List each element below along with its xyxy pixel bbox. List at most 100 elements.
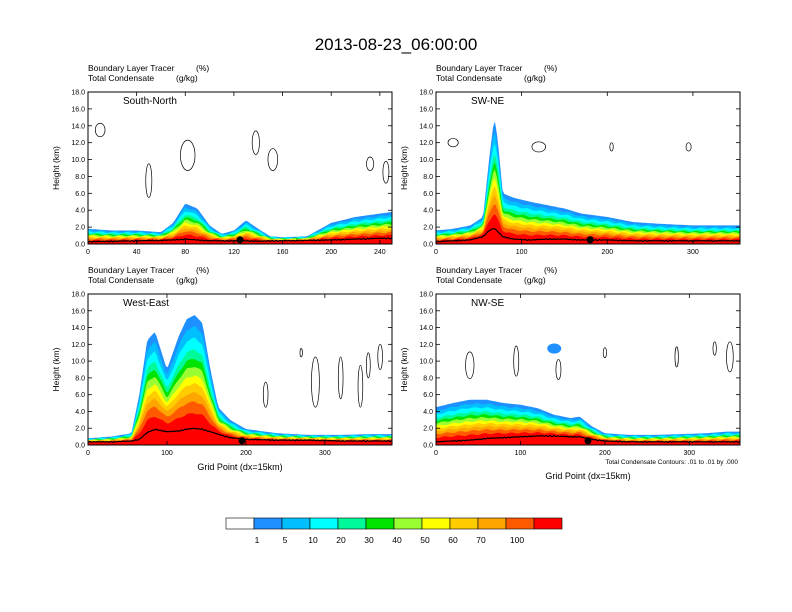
panel-west-east: Boundary Layer Tracer (%) Total Condensate… xyxy=(51,265,393,472)
plot-background xyxy=(88,92,392,244)
condensate-contour-6 xyxy=(382,160,390,184)
y-tick-label: 4.0 xyxy=(423,409,433,416)
condensate-contour-4 xyxy=(674,346,679,368)
colorbar-swatch-4 xyxy=(337,517,367,530)
panel-header-tracer-unit: (%) xyxy=(196,63,209,73)
x-tick-label: 80 xyxy=(181,249,189,256)
colorbar-swatch-2 xyxy=(281,517,311,530)
y-tick-label: 14.0 xyxy=(71,325,85,332)
y-tick-label: 10.0 xyxy=(71,157,85,164)
y-axis-label: Height (km) xyxy=(399,146,409,190)
panel-header-condensate-unit: (g/kg) xyxy=(176,73,198,83)
y-tick-label: 0.0 xyxy=(75,242,85,249)
colorbar-label: 40 xyxy=(392,535,402,545)
y-tick-label: 12.0 xyxy=(71,342,85,349)
condensate-contour-5 xyxy=(366,156,375,171)
y-tick-label: 8.0 xyxy=(75,174,85,181)
condensate-contour-3 xyxy=(337,356,344,400)
condensate-contour-0 xyxy=(465,351,475,380)
colorbar-label: 5 xyxy=(283,535,288,545)
y-tick-label: 6.0 xyxy=(423,392,433,399)
panel-nw-se: Boundary Layer Tracer (%) Total Condensate… xyxy=(399,265,741,481)
panel-name: NW-SE xyxy=(471,298,504,309)
x-tick-label: 100 xyxy=(515,450,527,457)
y-tick-label: 8.0 xyxy=(423,174,433,181)
colorbar-swatch-1 xyxy=(253,517,283,530)
colorbar-swatch-10 xyxy=(505,517,535,530)
y-tick-label: 12.0 xyxy=(419,342,433,349)
y-tick-label: 18.0 xyxy=(71,292,85,299)
panel-header-tracer: Boundary Layer Tracer xyxy=(436,265,523,275)
condensate-contour-0 xyxy=(94,122,106,138)
x-tick-label: 200 xyxy=(599,450,611,457)
y-tick-label: 2.0 xyxy=(75,225,85,232)
x-axis-label: Grid Point (dx=15km) xyxy=(545,471,630,481)
colorbar-swatch-7 xyxy=(421,517,451,530)
colorbar-swatch-8 xyxy=(449,517,479,530)
y-tick-label: 0.0 xyxy=(423,242,433,249)
x-tick-label: 160 xyxy=(277,249,289,256)
plot-frame xyxy=(435,91,741,245)
plot-background xyxy=(88,294,392,445)
y-tick-label: 2.0 xyxy=(423,225,433,232)
plot-frame xyxy=(87,91,393,245)
plot-area xyxy=(88,294,392,445)
panel-header-tracer: Boundary Layer Tracer xyxy=(436,63,523,73)
figure-title: 2013-08-23_06:00:00 xyxy=(315,35,478,54)
condensate-contour-0 xyxy=(447,138,459,148)
colorbar-label: 1 xyxy=(255,535,260,545)
condensate-contour-3 xyxy=(602,347,607,359)
y-tick-label: 2.0 xyxy=(75,426,85,433)
colorbar-label: 50 xyxy=(420,535,430,545)
condensate-contour-2 xyxy=(145,163,153,198)
x-tick-label: 100 xyxy=(161,450,173,457)
y-tick-label: 8.0 xyxy=(423,375,433,382)
panel-header-condensate: Total Condensate xyxy=(436,275,502,285)
condensate-contour-6 xyxy=(377,343,383,370)
y-tick-label: 18.0 xyxy=(419,292,433,299)
y-tick-label: 10.0 xyxy=(419,157,433,164)
colorbar-label: 20 xyxy=(336,535,346,545)
y-tick-label: 6.0 xyxy=(75,392,85,399)
y-tick-label: 10.0 xyxy=(419,359,433,366)
colorbar: 1 5 10 20 30 40 50 60 70 100 xyxy=(225,517,563,545)
contour-note: Total Condensate Contours: .01 to .01 by… xyxy=(605,459,738,466)
y-tick-label: 10.0 xyxy=(71,359,85,366)
location-marker xyxy=(584,437,592,445)
x-tick-label: 120 xyxy=(228,249,240,256)
x-tick-label: 0 xyxy=(434,249,438,256)
panel-header-tracer-unit: (%) xyxy=(544,265,557,275)
y-tick-label: 12.0 xyxy=(419,140,433,147)
colorbar-swatch-9 xyxy=(477,517,507,530)
y-tick-label: 14.0 xyxy=(419,123,433,130)
condensate-contour-1 xyxy=(531,141,546,153)
panel-sw-ne: Boundary Layer Tracer (%) Total Condensate… xyxy=(399,63,741,256)
condensate-contour-3 xyxy=(251,130,260,155)
panel-header-tracer: Boundary Layer Tracer xyxy=(88,63,175,73)
condensate-contour-1 xyxy=(299,348,303,358)
x-tick-label: 40 xyxy=(133,249,141,256)
condensate-contour-2 xyxy=(609,142,614,152)
plot-area xyxy=(88,92,392,244)
colorbar-swatch-3 xyxy=(309,517,339,530)
panel-header-condensate: Total Condensate xyxy=(88,73,154,83)
x-tick-label: 240 xyxy=(374,249,386,256)
panel-header-condensate-unit: (g/kg) xyxy=(524,275,546,285)
y-tick-label: 12.0 xyxy=(71,140,85,147)
y-tick-label: 4.0 xyxy=(75,208,85,215)
panel-name: West-East xyxy=(123,298,169,309)
tracer-layer-10 xyxy=(436,214,740,244)
colorbar-label: 60 xyxy=(448,535,458,545)
x-tick-label: 200 xyxy=(601,249,613,256)
panel-name: SW-NE xyxy=(471,96,504,107)
y-tick-label: 14.0 xyxy=(419,325,433,332)
x-tick-label: 0 xyxy=(86,450,90,457)
colorbar-label: 100 xyxy=(510,535,524,545)
panel-header-condensate-unit: (g/kg) xyxy=(524,73,546,83)
y-axis-label: Height (km) xyxy=(399,347,409,391)
panel-header-tracer-unit: (%) xyxy=(544,63,557,73)
condensate-contour-0 xyxy=(262,381,269,408)
y-tick-label: 16.0 xyxy=(71,106,85,113)
y-axis-label: Height (km) xyxy=(51,146,61,190)
